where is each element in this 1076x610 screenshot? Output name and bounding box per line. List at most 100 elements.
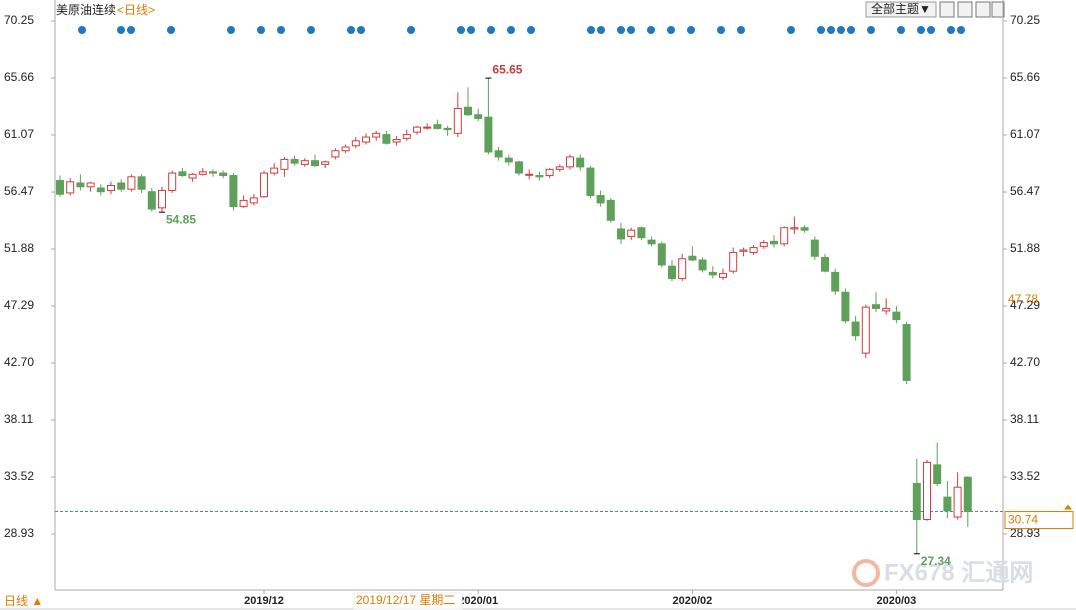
- candle-body: [249, 197, 258, 204]
- candle-body: [719, 273, 727, 278]
- candle-body: [963, 476, 972, 513]
- candle-body: [76, 182, 85, 188]
- event-dot: [257, 26, 265, 34]
- candle-body: [127, 176, 136, 190]
- event-dot: [78, 26, 86, 34]
- candle-body: [708, 271, 717, 276]
- y-tick-label-right: 51.88: [1010, 241, 1040, 255]
- event-dot: [847, 26, 855, 34]
- candle-body: [606, 199, 615, 221]
- last-price-box: [1004, 511, 1074, 530]
- y-tick-label-left: 65.66: [4, 70, 34, 84]
- event-dot: [787, 26, 795, 34]
- candle-body: [821, 257, 829, 272]
- event-dot: [167, 26, 175, 34]
- event-dot: [897, 26, 905, 34]
- event-dot: [277, 26, 285, 34]
- candle-body: [117, 182, 126, 190]
- candle-body: [943, 496, 952, 512]
- candle-body: [484, 116, 493, 153]
- candle-body: [678, 258, 687, 280]
- x-tick-label: 2020/03: [877, 595, 917, 607]
- candle-body: [137, 176, 146, 190]
- candle-body: [158, 189, 166, 209]
- candle-body: [596, 194, 605, 204]
- theme-button[interactable]: 全部主题▼: [871, 1, 931, 16]
- event-dot: [947, 26, 955, 34]
- candle-body: [96, 187, 105, 193]
- event-dot: [927, 26, 935, 34]
- event-dot: [617, 26, 625, 34]
- event-dot: [687, 26, 695, 34]
- toolbar-icons[interactable]: [939, 1, 1005, 18]
- x-tick-label: 2019/12: [244, 595, 284, 607]
- event-dot: [957, 26, 965, 34]
- event-dot: [307, 26, 315, 34]
- event-dot: [667, 26, 675, 34]
- candle-body: [790, 227, 799, 230]
- theme-button-box[interactable]: [865, 1, 937, 18]
- candle-body: [780, 227, 789, 245]
- y-tick-label-right: 65.66: [1010, 70, 1040, 84]
- candle-body: [535, 175, 544, 178]
- chart-subtitle[interactable]: <日线>: [117, 3, 155, 17]
- candle-body: [759, 242, 768, 247]
- extreme-label: 54.85: [166, 212, 196, 226]
- candle-body: [290, 158, 299, 164]
- candle-body: [188, 173, 197, 179]
- candle-body: [198, 171, 207, 175]
- candle-body: [66, 181, 75, 194]
- y-tick-label-left: 47.29: [4, 298, 34, 312]
- event-dot: [867, 26, 875, 34]
- extreme-label: 27.34: [921, 554, 951, 568]
- event-dot: [347, 26, 355, 34]
- event-dot: [467, 26, 475, 34]
- candle-body: [831, 271, 840, 292]
- candle-body: [464, 106, 472, 116]
- period-button[interactable]: 日线 ▲: [4, 594, 43, 608]
- y-tick-label-left: 56.47: [4, 184, 34, 198]
- candle-body: [341, 146, 350, 152]
- watermark-logo: [852, 559, 880, 587]
- candle-body: [147, 191, 156, 210]
- event-dot: [647, 26, 655, 34]
- candle-body: [668, 265, 676, 280]
- y-tick-label-right: 70.25: [1010, 13, 1040, 27]
- event-dot: [127, 26, 135, 34]
- candle-body: [576, 157, 585, 168]
- candle-body: [525, 173, 534, 176]
- candle-body: [586, 167, 595, 196]
- candle-body: [953, 486, 962, 518]
- candle-body: [280, 158, 289, 170]
- extreme-label: 65.65: [492, 62, 522, 76]
- cursor-date: 2019/12/17 星期二: [356, 593, 455, 607]
- candle-body: [923, 461, 931, 520]
- x-tick-label: 2020/01: [458, 595, 498, 607]
- cursor-price: 47.78: [1008, 292, 1038, 306]
- candle-body: [555, 166, 564, 170]
- candle-body: [515, 161, 523, 174]
- candle-body: [637, 227, 646, 239]
- event-dot: [597, 26, 605, 34]
- candle-body: [902, 324, 911, 381]
- candle-body: [423, 126, 432, 129]
- y-tick-label-left: 28.93: [4, 526, 34, 540]
- candle-body: [627, 229, 636, 237]
- candle-body: [107, 184, 115, 191]
- event-dot: [407, 26, 415, 34]
- candle-body: [474, 114, 483, 119]
- candle-body: [851, 321, 860, 337]
- event-dot: [817, 26, 825, 34]
- candle-body: [382, 134, 391, 144]
- y-tick-label-right: 47.29: [1010, 298, 1040, 312]
- last-price-arrow: [1064, 504, 1072, 510]
- candle-body: [912, 482, 921, 520]
- y-tick-label-right: 28.93: [1010, 526, 1040, 540]
- y-tick-label-left: 38.11: [4, 412, 33, 426]
- candle-body: [688, 255, 697, 261]
- candle-body: [739, 249, 748, 252]
- candle-body: [566, 156, 574, 168]
- event-dot: [627, 26, 635, 34]
